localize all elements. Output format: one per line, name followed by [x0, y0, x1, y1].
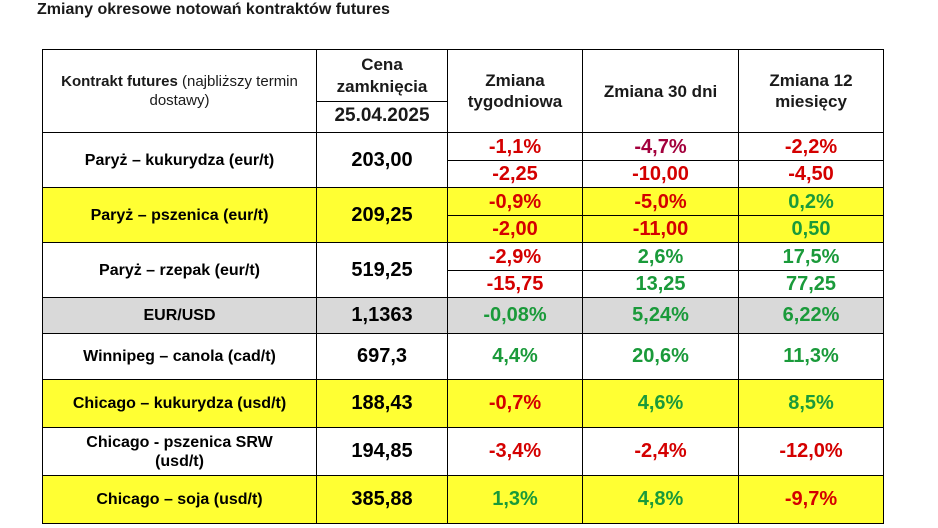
d30-abs: -10,00 — [632, 162, 689, 185]
weekly-change: -1,1% -2,25 — [447, 132, 583, 188]
weekly-pct: -0,9% — [448, 189, 582, 216]
header-contract: Kontrakt futures (najbliższy termin dost… — [42, 49, 317, 133]
closing-price: 1,1363 — [316, 297, 448, 334]
contract-name: Chicago - pszenica SRW (usd/t) — [42, 427, 317, 476]
header-price-label: Cena zamknięcia — [317, 52, 447, 102]
table-row: Chicago – soja (usd/t) 385,88 1,3% 4,8% … — [42, 475, 884, 524]
change-30-days: -2,4% — [582, 427, 739, 476]
weekly-abs: -2,00 — [492, 217, 538, 240]
change-30-days: 4,6% — [582, 379, 739, 428]
m12-abs: -4,50 — [788, 162, 834, 185]
change-12-months: -12,0% — [738, 427, 884, 476]
change-12-months: 6,22% — [738, 297, 884, 334]
weekly-change: -0,7% — [447, 379, 583, 428]
table-row: Paryż – kukurydza (eur/t) 203,00 -1,1% -2… — [42, 132, 884, 188]
change-12-months: 11,3% — [738, 333, 884, 380]
weekly-pct: -2,9% — [448, 244, 582, 271]
change-30-days: 20,6% — [582, 333, 739, 380]
futures-table: Kontrakt futures (najbliższy termin dost… — [42, 49, 884, 524]
change-30-days: 4,8% — [582, 475, 739, 524]
closing-price: 519,25 — [316, 242, 448, 298]
closing-price: 209,25 — [316, 187, 448, 243]
change-12-months: 8,5% — [738, 379, 884, 428]
contract-name: Chicago – kukurydza (usd/t) — [42, 379, 317, 428]
table-row: Winnipeg – canola (cad/t) 697,3 4,4% 20,… — [42, 333, 884, 380]
header-contract-bold: Kontrakt futures — [61, 73, 178, 90]
contract-name: Paryż – rzepak (eur/t) — [42, 242, 317, 298]
weekly-abs: -2,25 — [492, 162, 538, 185]
d30-pct: 2,6% — [583, 244, 738, 271]
header-row: Kontrakt futures (najbliższy termin dost… — [42, 49, 884, 133]
header-price-date: 25.04.2025 — [334, 105, 430, 126]
contract-name: Paryż – kukurydza (eur/t) — [42, 132, 317, 188]
change-30-days: 2,6% 13,25 — [582, 242, 739, 298]
change-12-months: 17,5% 77,25 — [738, 242, 884, 298]
weekly-abs: -15,75 — [486, 272, 544, 295]
closing-price: 385,88 — [316, 475, 448, 524]
change-12-months: -9,7% — [738, 475, 884, 524]
m12-pct: -2,2% — [739, 134, 883, 161]
d30-abs: 13,25 — [635, 272, 686, 295]
d30-abs: -11,00 — [632, 217, 689, 240]
m12-abs: 77,25 — [785, 272, 837, 295]
change-30-days: -4,7% -10,00 — [582, 132, 739, 188]
contract-name: Chicago – soja (usd/t) — [42, 475, 317, 524]
d30-pct: -5,0% — [583, 189, 738, 216]
weekly-change: -0,9% -2,00 — [447, 187, 583, 243]
table-row: Chicago – kukurydza (usd/t) 188,43 -0,7%… — [42, 379, 884, 428]
weekly-change: 4,4% — [447, 333, 583, 380]
table-row: Paryż – pszenica (eur/t) 209,25 -0,9% -2,… — [42, 187, 884, 243]
change-12-months: 0,2% 0,50 — [738, 187, 884, 243]
change-12-months: -2,2% -4,50 — [738, 132, 884, 188]
header-weekly: Zmiana tygodniowa — [447, 49, 583, 133]
weekly-change: -2,9% -15,75 — [447, 242, 583, 298]
table-row: Chicago - pszenica SRW (usd/t) 194,85 -3… — [42, 427, 884, 476]
weekly-change: 1,3% — [447, 475, 583, 524]
header-30-days: Zmiana 30 dni — [582, 49, 739, 133]
header-price: Cena zamknięcia 25.04.2025 — [316, 49, 448, 133]
table-row: Paryż – rzepak (eur/t) 519,25 -2,9% -15,7… — [42, 242, 884, 298]
closing-price: 697,3 — [316, 333, 448, 380]
contract-name: EUR/USD — [42, 297, 317, 334]
weekly-pct: -1,1% — [448, 134, 582, 161]
change-30-days: 5,24% — [582, 297, 739, 334]
page-title: Zmiany okresowe notowań kontraktów futur… — [37, 1, 390, 18]
closing-price: 203,00 — [316, 132, 448, 188]
closing-price: 194,85 — [316, 427, 448, 476]
m12-abs: 0,50 — [791, 217, 831, 240]
header-contract-normal: (najbliższy termin dostawy) — [149, 73, 298, 109]
contract-name: Winnipeg – canola (cad/t) — [42, 333, 317, 380]
d30-pct: -4,7% — [583, 134, 738, 161]
weekly-change: -0,08% — [447, 297, 583, 334]
table-row: EUR/USD 1,1363 -0,08% 5,24% 6,22% — [42, 297, 884, 334]
contract-name: Paryż – pszenica (eur/t) — [42, 187, 317, 243]
closing-price: 188,43 — [316, 379, 448, 428]
change-30-days: -5,0% -11,00 — [582, 187, 739, 243]
m12-pct: 17,5% — [739, 244, 883, 271]
header-12-months: Zmiana 12 miesięcy — [738, 49, 884, 133]
m12-pct: 0,2% — [739, 189, 883, 216]
weekly-change: -3,4% — [447, 427, 583, 476]
